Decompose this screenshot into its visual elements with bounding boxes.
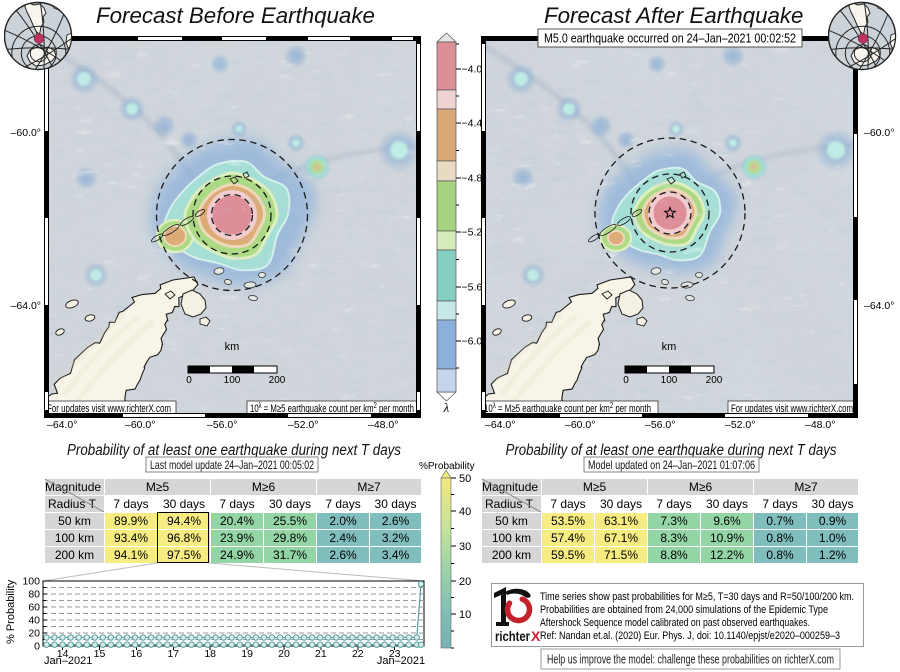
svg-text:richter: richter	[495, 628, 530, 644]
svg-text:0: 0	[34, 641, 40, 653]
svg-text:Jan–2021: Jan–2021	[377, 655, 425, 667]
svg-text:20: 20	[459, 576, 471, 588]
svg-text:200: 200	[706, 375, 723, 386]
svg-text:30: 30	[459, 541, 471, 553]
svg-text:λ: λ	[443, 400, 450, 415]
svg-text:40: 40	[28, 615, 40, 627]
svg-text:Probabilities are obtained fro: Probabilities are obtained from 24,000 s…	[540, 604, 828, 616]
svg-text:100: 100	[224, 375, 241, 386]
svg-text:17: 17	[167, 648, 179, 660]
svg-text:km: km	[662, 341, 677, 353]
svg-text:Model updated on 24–Jan–2021 0: Model updated on 24–Jan–2021 01:07:06	[588, 458, 755, 472]
svg-text:22: 22	[352, 648, 364, 660]
svg-text:10: 10	[459, 609, 471, 621]
svg-text:10λ = M≥5 earthquake count per: 10λ = M≥5 earthquake count per km2 per m…	[250, 401, 414, 416]
svg-text:16: 16	[131, 648, 143, 660]
svg-text:Ref: Nandan et.al. (2020) Eur.: Ref: Nandan et.al. (2020) Eur. Phys. J, …	[540, 630, 840, 642]
svg-text:Jan–2021: Jan–2021	[44, 655, 92, 667]
svg-text:M5.0 earthquake occurred on 24: M5.0 earthquake occurred on 24–Jan–2021 …	[544, 32, 796, 46]
svg-text:Help us improve the model: cha: Help us improve the model: challenge the…	[547, 653, 834, 667]
svg-text:14: 14	[57, 648, 69, 660]
svg-text:20: 20	[278, 648, 290, 660]
svg-text:−5.2: −5.2	[462, 227, 483, 239]
svg-text:80: 80	[28, 589, 40, 601]
svg-text:Probability of at least one ea: Probability of at least one earthquake d…	[506, 442, 837, 459]
svg-text:23: 23	[389, 648, 401, 660]
svg-text:km: km	[225, 341, 240, 353]
svg-text:Aftershock Sequence model cali: Aftershock Sequence model calibrated on …	[540, 617, 810, 629]
svg-text:% Probability: % Probability	[5, 579, 17, 644]
svg-text:−4.0: −4.0	[462, 64, 483, 76]
svg-text:Time series show past probabil: Time series show past probabilities for …	[540, 591, 854, 603]
svg-text:For updates visit www.richterX: For updates visit www.richterX.com	[47, 403, 171, 415]
svg-text:0: 0	[623, 375, 629, 386]
svg-text:100: 100	[22, 576, 40, 588]
svg-text:21: 21	[315, 648, 327, 660]
svg-text:60: 60	[28, 602, 40, 614]
svg-text:10λ = M≥5 earthquake count per: 10λ = M≥5 earthquake count per km2 per m…	[484, 401, 651, 416]
svg-text:18: 18	[204, 648, 216, 660]
svg-text:20: 20	[28, 628, 40, 640]
svg-text:Probability of at least one ea: Probability of at least one earthquake d…	[67, 442, 401, 459]
svg-text:15: 15	[94, 648, 106, 660]
svg-text:19: 19	[241, 648, 253, 660]
svg-text:−4.4: −4.4	[462, 118, 483, 130]
svg-text:Last model update 24–Jan–2021: Last model update 24–Jan–2021 00:05:02	[150, 458, 314, 472]
svg-text:−4.8: −4.8	[462, 173, 483, 185]
svg-text:−6.0: −6.0	[462, 336, 483, 348]
svg-text:40: 40	[459, 506, 471, 518]
svg-text:X: X	[531, 628, 541, 644]
svg-text:200: 200	[269, 375, 286, 386]
svg-text:For updates visit www.richterX: For updates visit www.richterX.com	[731, 403, 853, 415]
svg-text:−5.6: −5.6	[462, 282, 483, 294]
svg-text:50: 50	[459, 473, 471, 485]
svg-text:0: 0	[186, 375, 192, 386]
svg-text:100: 100	[661, 375, 678, 386]
